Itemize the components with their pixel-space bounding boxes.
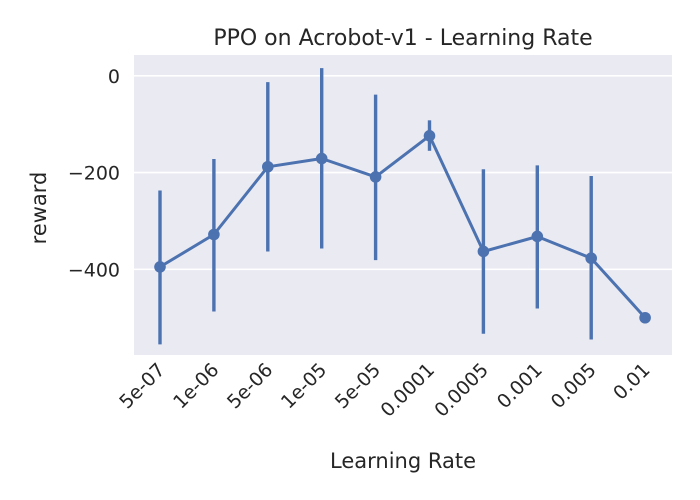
data-points (154, 130, 651, 324)
data-point (315, 152, 328, 165)
plot-area (134, 55, 672, 355)
y-tick-labels: 0 −200 −400 (68, 66, 120, 282)
x-tick-label: 1e-06 (169, 359, 223, 413)
x-tick-label: 0.0001 (376, 359, 439, 422)
series-line (158, 134, 647, 320)
data-point (639, 311, 651, 324)
y-tick-label: −200 (68, 163, 120, 185)
chart-title: PPO on Acrobot-v1 - Learning Rate (213, 26, 592, 51)
y-axis-title: reward (27, 172, 51, 245)
x-axis-title: Learning Rate (330, 449, 476, 473)
data-point (154, 261, 166, 273)
x-tick-label: 0.01 (609, 359, 654, 404)
data-point (585, 252, 597, 265)
gridlines (134, 75, 672, 271)
x-tick-label: 5e-06 (223, 359, 277, 413)
x-tick-label: 5e-07 (115, 359, 169, 413)
data-point (477, 245, 490, 258)
y-tick-label: −400 (68, 259, 120, 281)
data-point (369, 171, 382, 183)
y-tick-label: 0 (108, 66, 120, 88)
x-tick-label: 0.001 (493, 359, 547, 413)
x-tick-label: 0.0005 (430, 359, 493, 422)
data-point (423, 130, 436, 142)
x-tick-label: 0.005 (547, 359, 601, 413)
data-point (262, 160, 274, 173)
data-point (531, 230, 544, 243)
data-point (208, 228, 220, 241)
x-tick-label: 1e-05 (277, 359, 331, 413)
